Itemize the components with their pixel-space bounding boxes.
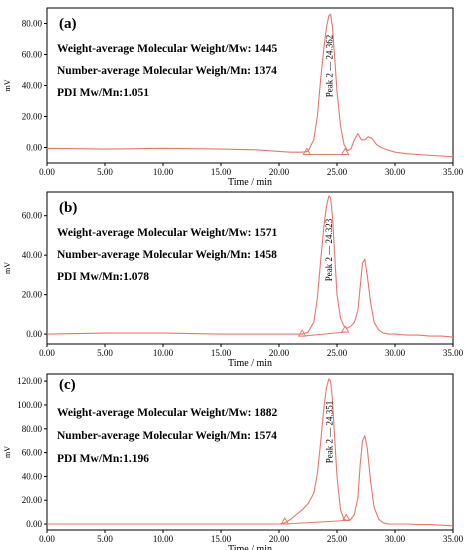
panel-label: (c): [59, 377, 76, 393]
x-axis-title: Time / min: [228, 177, 272, 188]
annotation-text: Number-average Molecular Weigh/Mn: 1458: [57, 249, 277, 261]
x-tick-label: 15.00: [211, 534, 232, 544]
x-tick-label: 10.00: [153, 167, 174, 177]
annotation-text: PDI Mw/Mn:1.196: [57, 453, 149, 465]
panel-label: (b): [59, 200, 77, 216]
x-tick-label: 35.00: [443, 348, 464, 358]
plot-frame: [46, 7, 454, 164]
integration-marker: [340, 147, 350, 155]
integration-marker: [280, 517, 290, 525]
integration-marker: [302, 147, 312, 155]
x-tick-label: 0.00: [39, 534, 55, 544]
integration-marker: [341, 513, 351, 521]
x-tick-label: 15.00: [211, 348, 232, 358]
x-tick-label: 5.00: [97, 534, 113, 544]
annotation-text: Number-average Molecular Weigh/Mn: 1374: [57, 65, 277, 77]
y-axis-title: mV: [3, 262, 12, 274]
peak-label: Peak 2 — 24.362: [325, 35, 335, 98]
x-tick-label: 35.00: [443, 167, 464, 177]
y-axis-title: mV: [3, 446, 12, 458]
annotation-text: Weight-average Molecular Weight/Mw: 1445: [57, 43, 278, 55]
y-tick-label: 100.00: [17, 400, 42, 410]
integration-marker: [340, 325, 350, 333]
x-tick-label: 25.00: [327, 534, 348, 544]
annotation-text: PDI Mw/Mn:1.078: [57, 271, 149, 283]
x-tick-label: 5.00: [97, 167, 113, 177]
y-tick-label: 40.00: [22, 471, 43, 481]
x-tick-label: 0.00: [39, 348, 55, 358]
x-tick-label: 20.00: [269, 534, 290, 544]
x-tick-label: 25.00: [327, 167, 348, 177]
chart-panel-2: 0.00 5.00 10.00 15.00 20.00 25.00 30.00 35.00 0.…: [3, 191, 464, 369]
x-tick-label: 30.00: [385, 348, 406, 358]
x-tick-label: 10.00: [153, 534, 174, 544]
y-tick-label: 40.00: [22, 250, 43, 260]
y-tick-label: 60.00: [22, 50, 43, 60]
x-tick-label: 20.00: [269, 167, 290, 177]
peak-label: Peak 2 — 24.323: [324, 218, 334, 281]
y-tick-label: 80.00: [22, 424, 43, 434]
panel-label: (a): [59, 16, 77, 32]
x-tick-label: 25.00: [327, 348, 348, 358]
annotation-text: PDI Mw/Mn:1.051: [57, 87, 149, 99]
y-tick-label: 20.00: [22, 290, 43, 300]
x-tick-label: 20.00: [269, 348, 290, 358]
annotation-text: Number-average Molecular Weigh/Mn: 1574: [57, 430, 277, 442]
y-tick-label: 80.00: [22, 19, 43, 29]
integration-baseline: [302, 331, 346, 337]
y-tick-label: 60.00: [22, 211, 43, 221]
chart-panel-3: 0.00 5.00 10.00 15.00 20.00 25.00 30.00 35.00 0.…: [3, 373, 464, 550]
y-tick-label: 0.00: [26, 329, 42, 339]
x-tick-label: 0.00: [39, 167, 55, 177]
x-tick-label: 5.00: [97, 348, 113, 358]
x-axis-title: Time / min: [228, 358, 272, 369]
y-tick-label: 0.00: [26, 143, 42, 153]
y-tick-label: 20.00: [22, 112, 43, 122]
x-tick-label: 15.00: [211, 167, 232, 177]
x-tick-label: 30.00: [385, 534, 406, 544]
peak-label: Peak 2 — 24.351: [324, 401, 334, 464]
series-line: [47, 378, 454, 527]
integration-marker: [297, 329, 307, 337]
plot-frame: [46, 373, 454, 531]
plot-frame: [46, 191, 454, 345]
y-tick-label: 40.00: [22, 81, 43, 91]
y-axis-title: mV: [3, 79, 12, 91]
x-axis-title: Time / min: [228, 544, 272, 550]
y-tick-label: 20.00: [22, 495, 43, 505]
integration-baseline: [284, 519, 347, 525]
y-tick-label: 0.00: [26, 519, 42, 529]
x-tick-label: 35.00: [443, 534, 464, 544]
annotation-text: Weight-average Molecular Weight/Mw: 1571: [57, 227, 278, 239]
series-line: [46, 13, 454, 158]
chart-panel-1: 0.00 5.00 10.00 15.00 20.00 25.00 30.00 35.00 0.…: [3, 7, 464, 188]
annotation-text: Weight-average Molecular Weight/Mw: 1882: [57, 407, 278, 419]
x-tick-label: 10.00: [153, 348, 174, 358]
y-tick-label: 120.00: [17, 376, 42, 386]
y-tick-label: 60.00: [22, 448, 43, 458]
x-tick-label: 30.00: [385, 167, 406, 177]
series-line: [46, 195, 454, 338]
